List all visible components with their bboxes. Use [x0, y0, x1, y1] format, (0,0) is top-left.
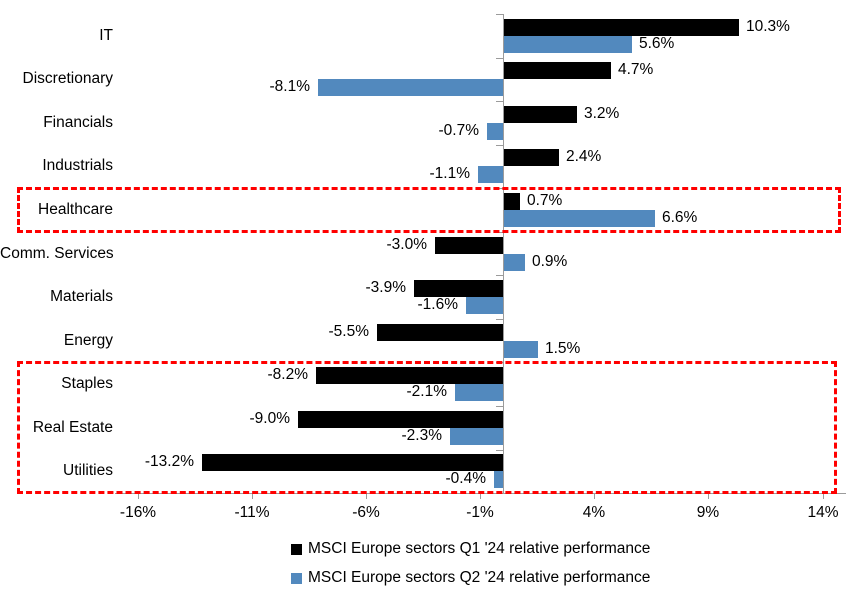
x-tick-label: 14% — [807, 504, 839, 521]
legend: MSCI Europe sectors Q1 '24 relative perf… — [291, 538, 650, 596]
category-label-utilities: Utilities — [63, 462, 113, 479]
legend-item-q2: MSCI Europe sectors Q2 '24 relative perf… — [291, 567, 650, 589]
x-tick-label: 4% — [582, 504, 606, 521]
bar-q2-materials — [466, 297, 503, 314]
bar-q2-energy — [504, 341, 538, 358]
value-label-q1-utilities: -13.2% — [144, 453, 194, 470]
x-axis-tick — [594, 493, 595, 499]
x-tick-label: 9% — [696, 504, 720, 521]
bar-q2-staples — [455, 384, 503, 401]
category-label-energy: Energy — [63, 332, 113, 349]
y-axis-tick — [496, 275, 504, 276]
x-axis-tick — [480, 493, 481, 499]
x-tick-label: -6% — [352, 504, 380, 521]
bar-q1-financials — [504, 106, 577, 123]
bar-q2-it — [504, 36, 632, 53]
bar-q2-utilities — [494, 471, 503, 488]
bar-q2-financials — [487, 123, 503, 140]
x-axis-tick — [823, 493, 824, 499]
x-axis-tick — [252, 493, 253, 499]
legend-swatch-q2-icon — [291, 572, 302, 584]
bar-q1-discretionary — [504, 62, 611, 79]
category-label-industrials: Industrials — [42, 157, 113, 174]
value-label-q1-energy: -5.5% — [328, 323, 370, 340]
category-label-discretionary: Discretionary — [22, 70, 113, 87]
bar-q1-healthcare — [504, 193, 520, 210]
value-label-q1-comm-services: -3.0% — [386, 236, 428, 253]
category-label-real-estate: Real Estate — [32, 419, 113, 436]
value-label-q2-real-estate: -2.3% — [401, 427, 443, 444]
x-axis-tick — [366, 493, 367, 499]
highlight-box-2 — [17, 361, 837, 494]
y-axis-tick — [496, 58, 504, 59]
category-label-financials: Financials — [43, 114, 113, 131]
value-label-q2-utilities: -0.4% — [445, 470, 487, 487]
bar-q1-staples — [316, 367, 503, 384]
category-label-it: IT — [99, 27, 113, 44]
value-label-q1-industrials: 2.4% — [566, 148, 602, 165]
legend-swatch-q1-icon — [291, 543, 302, 555]
value-label-q2-staples: -2.1% — [406, 383, 448, 400]
value-label-q1-financials: 3.2% — [584, 105, 620, 122]
y-axis-tick — [496, 450, 504, 451]
value-label-q1-healthcare: 0.7% — [527, 192, 563, 209]
value-label-q1-real-estate: -9.0% — [249, 410, 291, 427]
bar-q2-comm-services — [504, 254, 525, 271]
bar-q1-real-estate — [298, 411, 503, 428]
value-label-q1-discretionary: 4.7% — [618, 61, 654, 78]
highlight-box-1 — [17, 187, 841, 233]
bar-q1-utilities — [202, 454, 503, 471]
x-axis-tick — [138, 493, 139, 499]
bar-q2-discretionary — [318, 79, 503, 96]
x-tick-label: -1% — [466, 504, 494, 521]
value-label-q2-healthcare: 6.6% — [662, 209, 698, 226]
bar-q2-industrials — [478, 166, 503, 183]
y-axis-line — [503, 14, 504, 493]
value-label-q2-it: 5.6% — [639, 35, 675, 52]
y-axis-tick — [496, 406, 504, 407]
value-label-q2-comm-services: 0.9% — [532, 253, 568, 270]
value-label-q2-energy: 1.5% — [545, 340, 581, 357]
y-axis-tick — [496, 14, 504, 15]
x-tick-label: -16% — [119, 504, 157, 521]
bar-q1-industrials — [504, 149, 559, 166]
bar-q1-energy — [377, 324, 503, 341]
category-label-staples: Staples — [61, 375, 113, 392]
bar-q1-it — [504, 19, 739, 36]
value-label-q2-financials: -0.7% — [438, 122, 480, 139]
y-axis-tick — [496, 319, 504, 320]
bar-q1-comm-services — [435, 237, 503, 254]
category-label-comm-services: Comm. Services — [0, 245, 114, 262]
bar-q2-real-estate — [450, 428, 503, 445]
value-label-q1-staples: -8.2% — [267, 366, 309, 383]
value-label-q1-it: 10.3% — [746, 18, 790, 35]
x-tick-label: -11% — [234, 504, 270, 521]
y-axis-tick — [496, 101, 504, 102]
legend-item-q1: MSCI Europe sectors Q1 '24 relative perf… — [291, 538, 650, 560]
value-label-q1-materials: -3.9% — [365, 279, 407, 296]
value-label-q2-industrials: -1.1% — [429, 165, 471, 182]
bar-q2-healthcare — [504, 210, 655, 227]
category-label-healthcare: Healthcare — [38, 201, 113, 218]
category-label-materials: Materials — [50, 288, 113, 305]
y-axis-tick — [496, 145, 504, 146]
legend-label-q1: MSCI Europe sectors Q1 '24 relative perf… — [308, 540, 651, 557]
bar-q1-materials — [414, 280, 503, 297]
value-label-q2-discretionary: -8.1% — [269, 78, 311, 95]
x-axis-tick — [708, 493, 709, 499]
value-label-q2-materials: -1.6% — [417, 296, 459, 313]
legend-label-q2: MSCI Europe sectors Q2 '24 relative perf… — [308, 569, 651, 586]
